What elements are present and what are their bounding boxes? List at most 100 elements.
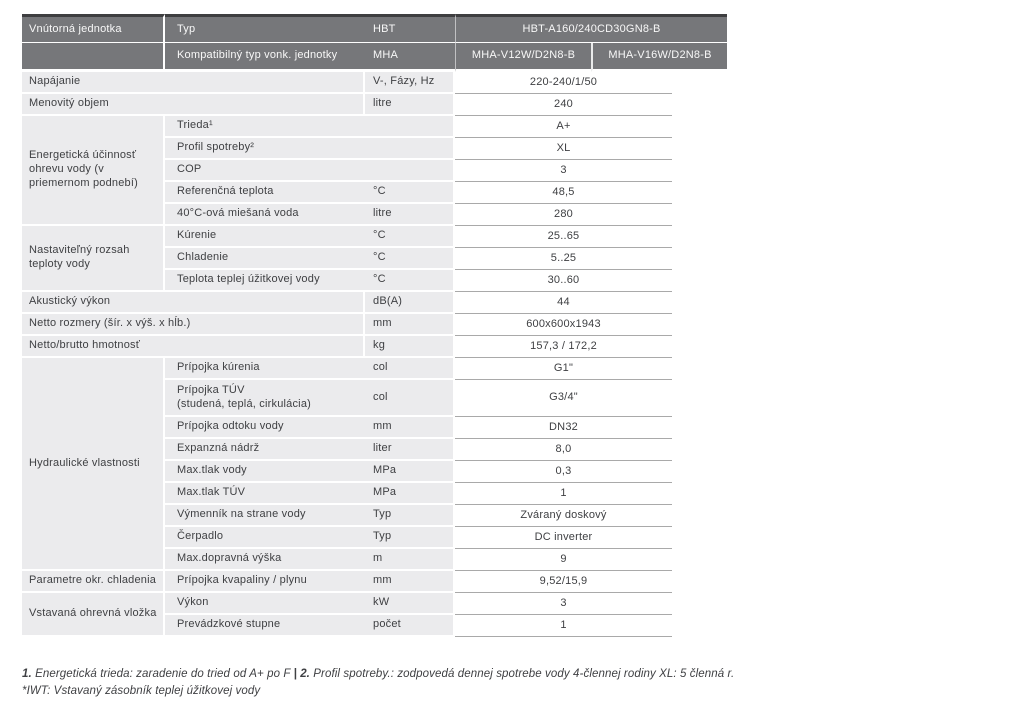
spec-subparameter-label: Max.tlak vody	[165, 461, 365, 483]
spec-right-gap	[672, 593, 727, 615]
footnote-line-1: 1. Energetická trieda: zaradenie do trie…	[22, 666, 982, 683]
spec-group-label: Napájanie	[22, 72, 365, 94]
spec-value: 157,3 / 172,2	[455, 336, 672, 358]
spec-right-gap	[672, 358, 727, 380]
spec-right-gap	[672, 527, 727, 549]
table-row: 40°C-ová miešaná voda litre 280	[22, 204, 727, 226]
header-type-label: Typ	[165, 14, 365, 43]
spec-subparameter-label: Chladenie	[165, 248, 365, 270]
header-outdoor-model-1: MHA-V12W/D2N8-B	[455, 43, 591, 72]
spec-unit: °C	[365, 270, 455, 292]
spec-right-gap	[672, 292, 727, 314]
table-row: Profil spotreby² XL	[22, 138, 727, 160]
header-indoor-model-number: HBT-A160/240CD30GN8-B	[455, 14, 728, 43]
spec-table-body: Napájanie V-, Fázy, Hz 220-240/1/50 Menovit…	[22, 72, 727, 637]
spec-subparameter-label: Expanzná nádrž	[165, 439, 365, 461]
footnote-ref-2: | 2.	[293, 668, 310, 680]
spec-group-label: Energetická účinnosť ohrevu vody (v prie…	[22, 116, 165, 226]
spec-subparameter-label: COP	[165, 160, 365, 182]
spec-unit: Typ	[365, 527, 455, 549]
table-row: Napájanie V-, Fázy, Hz 220-240/1/50	[22, 72, 727, 94]
spec-right-gap	[672, 549, 727, 571]
spec-right-gap	[672, 380, 727, 417]
spec-unit: col	[365, 358, 455, 380]
spec-value: DC inverter	[455, 527, 672, 549]
spec-value: 3	[455, 593, 672, 615]
table-row: Vstavaná ohrevná vložka Výkon kW 3	[22, 593, 727, 637]
spec-value: DN32	[455, 417, 672, 439]
footnote-line-2: *IWT: Vstavaný zásobník teplej úžitkovej…	[22, 684, 261, 697]
table-row: Max.tlak vody MPa 0,3	[22, 461, 727, 483]
spec-unit	[365, 138, 455, 160]
table-row: Prevádzkové stupne počet 1	[22, 615, 727, 637]
spec-value: 1	[455, 615, 672, 637]
spec-right-gap	[672, 483, 727, 505]
header-row-outdoor-unit: Kompatibilný typ vonk. jednotky MHA MHA-…	[22, 43, 728, 72]
header-outdoor-model-2: MHA-V16W/D2N8-B	[591, 43, 728, 72]
spec-unit	[365, 160, 455, 182]
spec-unit: m	[365, 549, 455, 571]
spec-subparameter-label: Prípojka TÚV (studená, teplá, cirkulácia…	[165, 380, 365, 417]
spec-subparameter-label: Profil spotreby²	[165, 138, 365, 160]
spec-right-gap	[672, 182, 727, 204]
spec-unit: mm	[365, 314, 455, 336]
spec-unit: litre	[365, 94, 455, 116]
spec-value: A+	[455, 116, 672, 138]
table-row: Prípojka odtoku vody mm DN32	[22, 417, 727, 439]
spec-right-gap	[672, 72, 727, 94]
footnote-text-2: Profil spotreby.: zodpovedá dennej spotr…	[309, 668, 735, 680]
spec-subparameter-label: Prípojka odtoku vody	[165, 417, 365, 439]
spec-subparameter-label: Prevádzkové stupne	[165, 615, 365, 637]
spec-value: 1	[455, 483, 672, 505]
spec-right-gap	[672, 314, 727, 336]
spec-subparameter-label: Trieda¹	[165, 116, 365, 138]
spec-subparameter-label: Prípojka kúrenia	[165, 358, 365, 380]
table-row: Netto/brutto hmotnosť kg 157,3 / 172,2	[22, 336, 727, 358]
spec-right-gap	[672, 204, 727, 226]
spec-unit: litre	[365, 204, 455, 226]
footnote-text-1: Energetická trieda: zaradenie do tried o…	[31, 668, 294, 680]
spec-unit: °C	[365, 248, 455, 270]
spec-value: 44	[455, 292, 672, 314]
table-row: Expanzná nádrž liter 8,0	[22, 439, 727, 461]
spec-value: 600x600x1943	[455, 314, 672, 336]
spec-group-label: Netto/brutto hmotnosť	[22, 336, 365, 358]
spec-value: 25..65	[455, 226, 672, 248]
spec-right-gap	[672, 615, 727, 637]
spec-unit: mm	[365, 417, 455, 439]
table-row: Max.tlak TÚV MPa 1	[22, 483, 727, 505]
table-row: Parametre okr. chladenia Prípojka kvapali…	[22, 571, 727, 593]
table-row: Max.dopravná výška m 9	[22, 549, 727, 571]
spec-right-gap	[672, 94, 727, 116]
spec-unit: kg	[365, 336, 455, 358]
table-row: Referenčná teplota °C 48,5	[22, 182, 727, 204]
spec-group-label: Akustický výkon	[22, 292, 365, 314]
spec-unit: V-, Fázy, Hz	[365, 72, 455, 94]
spec-value: 30..60	[455, 270, 672, 292]
spec-unit: °C	[365, 182, 455, 204]
spec-value: 5..25	[455, 248, 672, 270]
spec-right-gap	[672, 505, 727, 527]
spec-right-gap	[672, 571, 727, 593]
footnotes: 1. Energetická trieda: zaradenie do trie…	[22, 666, 982, 699]
spec-unit: °C	[365, 226, 455, 248]
spec-unit: col	[365, 380, 455, 417]
table-row: Prípojka TÚV (studená, teplá, cirkulácia…	[22, 380, 727, 417]
spec-value: 240	[455, 94, 672, 116]
spec-group-label: Netto rozmery (šír. x výš. x hĺb.)	[22, 314, 365, 336]
spec-right-gap	[672, 248, 727, 270]
spec-right-gap	[672, 138, 727, 160]
spec-subparameter-label: Čerpadlo	[165, 527, 365, 549]
spec-right-gap	[672, 439, 727, 461]
spec-unit: dB(A)	[365, 292, 455, 314]
spec-right-gap	[672, 226, 727, 248]
spec-unit	[365, 116, 455, 138]
spec-unit: MPa	[365, 461, 455, 483]
header-series-code: HBT	[365, 14, 455, 43]
table-row: Netto rozmery (šír. x výš. x hĺb.) mm 600x…	[22, 314, 727, 336]
spec-right-gap	[672, 160, 727, 182]
spec-unit: liter	[365, 439, 455, 461]
spec-subparameter-label: Max.tlak TÚV	[165, 483, 365, 505]
header-empty-cell	[22, 43, 165, 72]
table-row: Nastaviteľný rozsah teploty vody Kúrenie °…	[22, 226, 727, 292]
